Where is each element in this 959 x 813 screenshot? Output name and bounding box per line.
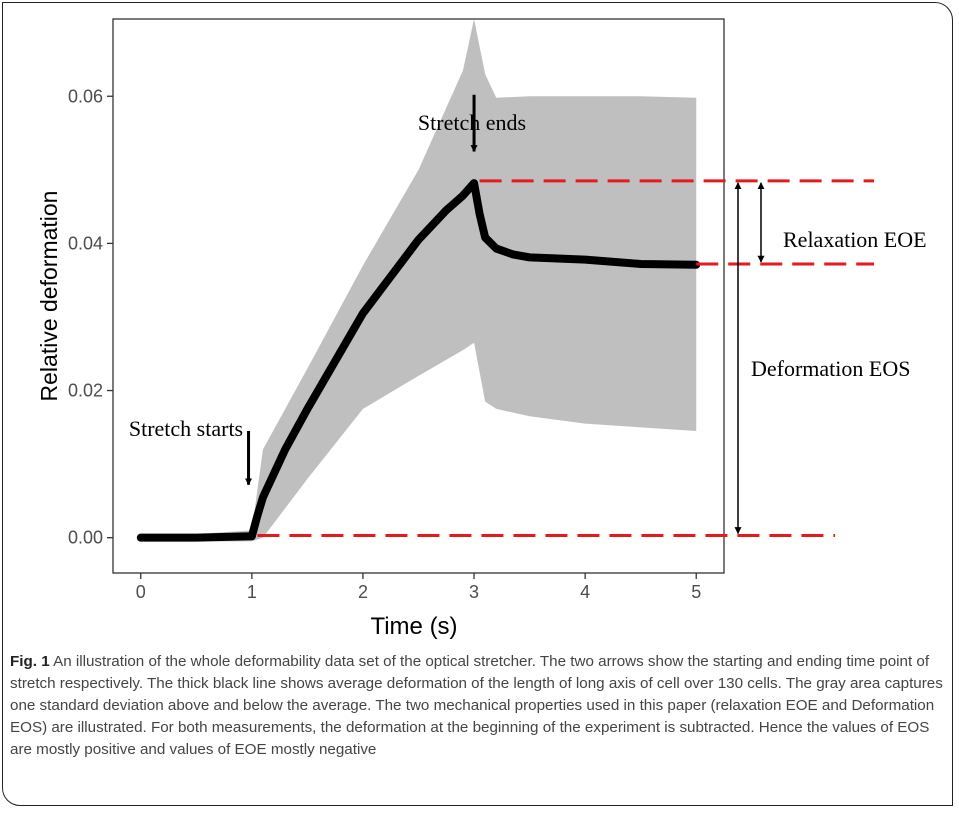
x-tick-label: 3 <box>469 582 479 602</box>
mean-deformation-line <box>136 179 701 542</box>
figure-caption-label: Fig. 1 <box>10 653 50 670</box>
x-tick-label: 5 <box>691 582 701 602</box>
x-tick-label: 4 <box>580 582 590 602</box>
annotations-layer: Stretch starts Stretch ends Relaxation EOE… <box>129 94 927 535</box>
annotation-deformation-eos: Deformation EOS <box>751 356 910 381</box>
sd-band <box>140 19 697 542</box>
chart: 0 1 2 3 4 50.000.020.040.06 Stretch startsStr… <box>36 18 927 640</box>
y-tick-label: 0.02 <box>68 381 103 401</box>
annotation-stretch-starts: Stretch starts <box>129 416 243 441</box>
y-axis-label: Relative deformation <box>36 191 62 402</box>
reference-lines-layer <box>257 179 874 537</box>
x-tick-label: 1 <box>247 582 257 602</box>
figure-caption-text: An illustration of the whole deformabili… <box>10 653 943 758</box>
annotation-relaxation-eoe: Relaxation EOE <box>783 227 927 252</box>
x-axis-label: Time (s) <box>370 613 457 640</box>
y-tick-label: 0.04 <box>68 233 103 253</box>
figure-caption: Fig. 1 An illustration of the whole defo… <box>10 651 948 761</box>
sd-band-layer <box>140 19 697 542</box>
y-tick-label: 0.00 <box>68 528 103 548</box>
mean-line-layer <box>136 179 701 542</box>
y-tick-label: 0.06 <box>68 86 103 106</box>
x-tick-label: 0 <box>136 582 146 602</box>
ticks-layer: 0 1 2 3 4 5 0.00 0.02 0.04 0.06 <box>68 86 701 602</box>
x-tick-label: 2 <box>358 582 368 602</box>
annotation-stretch-ends: Stretch ends <box>418 110 526 135</box>
